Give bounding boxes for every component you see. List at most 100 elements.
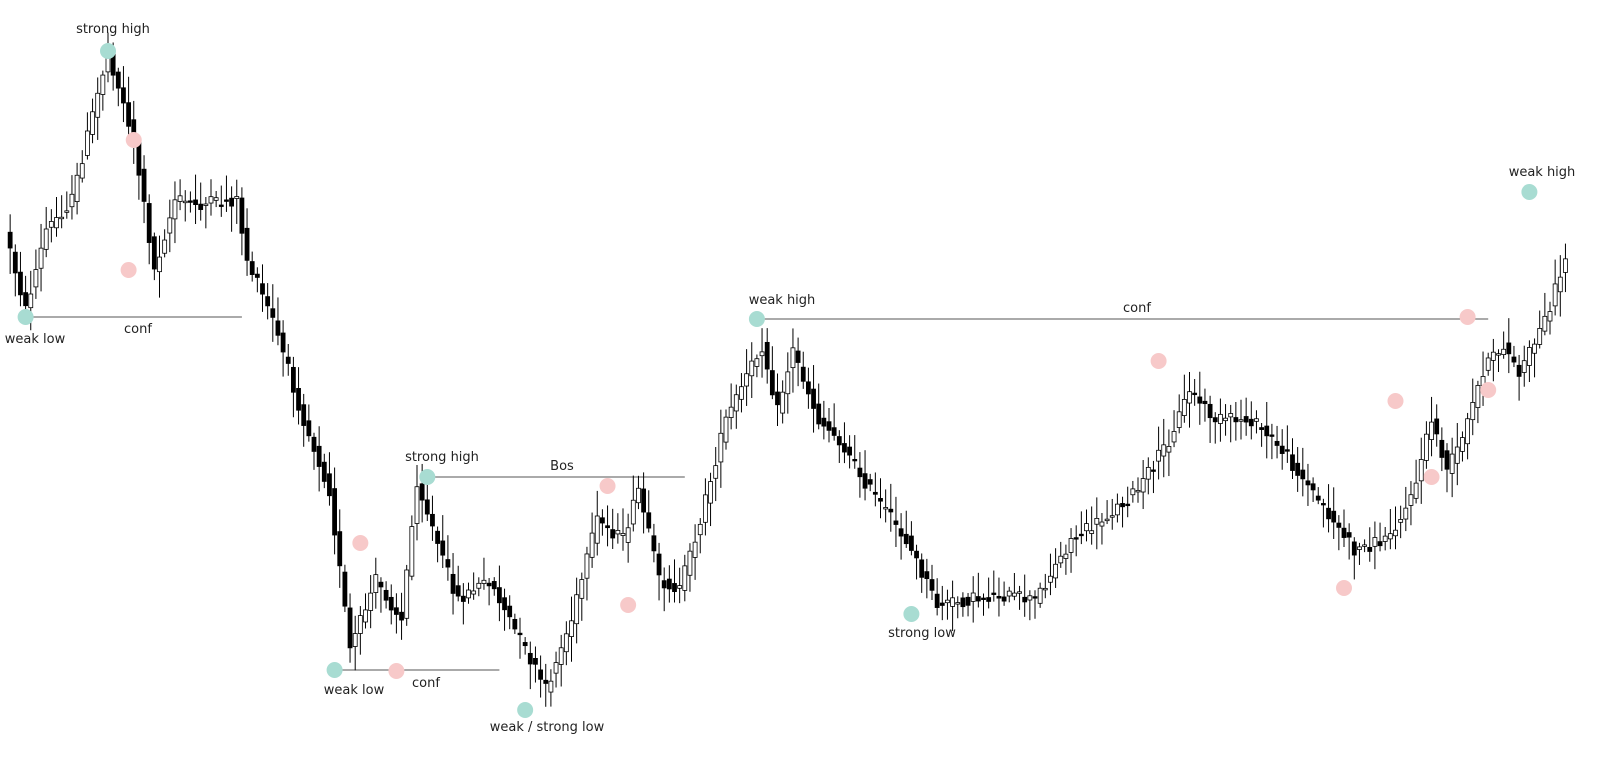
- bear-candle: [337, 531, 343, 567]
- bull-candle: [785, 371, 791, 395]
- bull-candle: [558, 647, 564, 665]
- bear-candle: [769, 370, 775, 396]
- bear-candle: [1315, 495, 1321, 501]
- bear-candle: [605, 525, 610, 529]
- bear-candle: [600, 517, 605, 524]
- bull-candle: [754, 358, 760, 367]
- label-weak-strong-low: weak / strong low: [490, 720, 605, 735]
- strong-swing-marker: [419, 469, 436, 485]
- bear-candle: [924, 571, 930, 580]
- bear-candle: [543, 679, 549, 684]
- bull-candle: [471, 590, 477, 595]
- bull-candle: [945, 599, 950, 604]
- bear-candle: [1274, 440, 1280, 446]
- bear-candle: [198, 203, 204, 210]
- bull-candle: [1357, 546, 1362, 550]
- bull-candle: [739, 386, 744, 400]
- bear-candle: [929, 579, 935, 591]
- bull-candle: [1181, 399, 1187, 416]
- bear-candle: [1001, 596, 1007, 602]
- bull-candle: [48, 221, 54, 228]
- bear-candle: [1377, 541, 1383, 547]
- bull-candle: [1017, 591, 1022, 594]
- bear-candle: [296, 388, 301, 411]
- bear-candle: [1032, 596, 1038, 599]
- bull-candle: [409, 526, 415, 577]
- bull-candle: [713, 465, 719, 479]
- bull-candle: [677, 585, 683, 589]
- bull-candle: [749, 360, 755, 377]
- bull-candle: [162, 239, 168, 254]
- bear-candle: [1202, 400, 1208, 405]
- bear-candle: [991, 592, 997, 595]
- bear-candle: [661, 580, 667, 589]
- bull-candle: [1135, 490, 1141, 493]
- bull-candle: [728, 406, 734, 418]
- bull-candle: [59, 216, 65, 220]
- bull-candle: [1223, 417, 1228, 422]
- bull-candle: [1176, 411, 1182, 428]
- level-lines: [25, 316, 1489, 671]
- bull-candle: [1382, 535, 1388, 542]
- bear-candle: [1120, 503, 1125, 508]
- bear-candle: [517, 632, 523, 636]
- bull-candle: [1084, 523, 1089, 532]
- bear-candle: [218, 204, 224, 207]
- bear-candle: [301, 404, 307, 426]
- bear-candle: [800, 366, 806, 382]
- bear-candle: [7, 231, 13, 249]
- weak-swing-marker: [599, 478, 616, 494]
- bear-candle: [1279, 445, 1285, 454]
- label-conf-2: conf: [412, 676, 440, 691]
- weak-swing-marker: [620, 597, 637, 613]
- bull-candle: [1387, 533, 1393, 540]
- bull-candle: [157, 256, 162, 273]
- bear-candle: [527, 652, 533, 665]
- bull-candle: [1454, 446, 1460, 464]
- bear-candle: [507, 605, 513, 618]
- bull-candle: [1527, 347, 1532, 366]
- bear-candle: [1207, 403, 1213, 419]
- weak-swing-marker: [1459, 309, 1476, 325]
- bear-candle: [450, 573, 456, 594]
- bull-candle: [1145, 466, 1151, 480]
- bear-candle: [533, 658, 538, 665]
- bull-candle: [90, 111, 95, 135]
- bear-candle: [1321, 503, 1326, 506]
- bull-candle: [1006, 590, 1012, 597]
- bull-candle: [1099, 521, 1105, 527]
- bull-candle: [744, 373, 749, 387]
- bull-candle: [697, 523, 703, 536]
- bear-candle: [187, 200, 193, 203]
- bear-candle: [285, 356, 291, 364]
- bull-candle: [1490, 351, 1496, 361]
- bull-candle: [1140, 478, 1146, 493]
- bull-candle: [1398, 519, 1404, 523]
- bear-candle: [290, 366, 296, 393]
- bull-candle: [790, 347, 796, 369]
- bear-candle: [399, 611, 404, 621]
- bear-candle: [826, 421, 832, 431]
- bear-candle: [1212, 417, 1218, 423]
- bull-candle: [1470, 402, 1476, 421]
- label-bos: Bos: [550, 459, 574, 474]
- bull-candle: [100, 74, 106, 95]
- weak-swing-marker: [120, 262, 137, 278]
- bear-candle: [1264, 425, 1270, 437]
- bull-candle: [1372, 537, 1378, 547]
- bull-candle: [1557, 276, 1563, 293]
- bull-candle: [1254, 418, 1259, 422]
- bull-candle: [1532, 343, 1537, 354]
- bear-candle: [1331, 510, 1337, 523]
- strong-swing-marker: [100, 43, 116, 59]
- bear-candle: [1151, 469, 1156, 472]
- bear-candle: [1197, 396, 1203, 404]
- bull-candle: [404, 569, 410, 619]
- bull-candle: [553, 662, 559, 674]
- bear-candle: [254, 273, 260, 278]
- bear-candle: [1022, 596, 1028, 603]
- bear-candle: [332, 488, 338, 536]
- bull-candle: [1089, 530, 1095, 534]
- bear-candle: [1192, 392, 1198, 396]
- bear-candle: [872, 491, 878, 495]
